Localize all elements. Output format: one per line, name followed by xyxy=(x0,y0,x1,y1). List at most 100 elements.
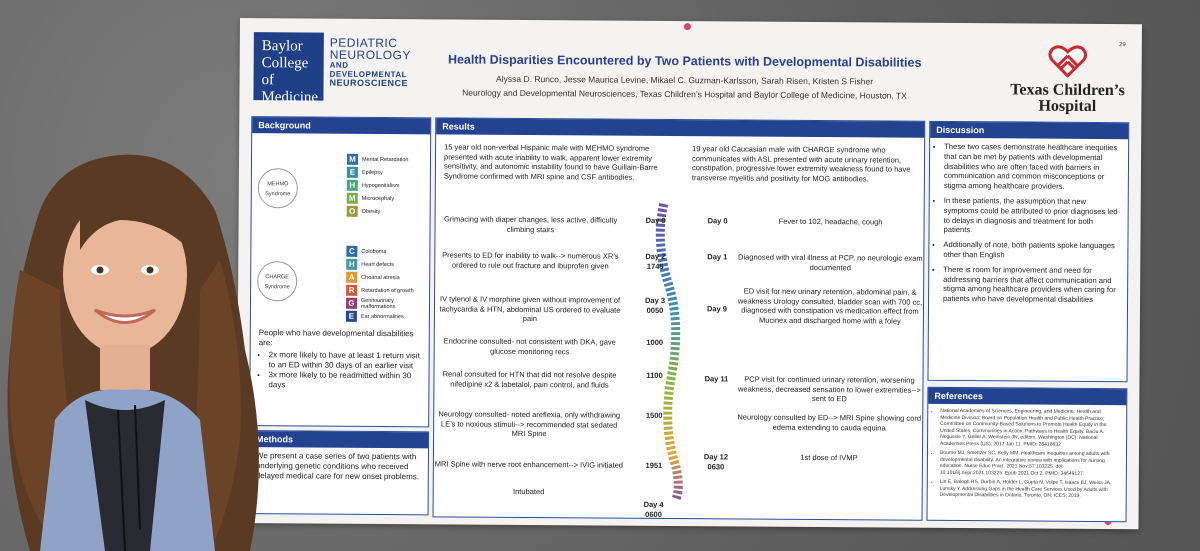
methods-panel: Methods We present a case series of two … xyxy=(248,430,430,516)
case2-day: Day 11 xyxy=(704,374,729,384)
mnemonic-row: A Choanal atresia xyxy=(346,271,429,284)
mnemonic-row: M Mental Retardation xyxy=(346,153,409,165)
tch-heart-icon xyxy=(1048,45,1088,78)
case1-event: Grimacing with diaper changes, less acti… xyxy=(443,214,618,234)
mnemonic-letter: E xyxy=(346,166,358,178)
case1-day: 1951 xyxy=(645,460,663,470)
case1-day: 1500 xyxy=(645,410,663,420)
case1-day: 1100 xyxy=(646,370,663,380)
mnemonic-row: H Hypogenitalism xyxy=(346,179,409,191)
mnemonic-word: Coloboma xyxy=(361,248,387,255)
panel-heading: Results xyxy=(436,118,925,138)
mnemonic-row: M Microcephaly xyxy=(346,192,409,204)
poster-title: Health Disparities Encountered by Two Pa… xyxy=(447,52,922,70)
case2-event: Diagnosed with viral illness at PCP, no … xyxy=(738,252,923,272)
mnemonic-row: R Retardation of growth xyxy=(346,284,429,297)
list-item: In these patients, the assumption that n… xyxy=(944,196,1122,236)
panel-heading: Discussion xyxy=(930,121,1129,140)
case2-event: ED visit for new urinary retention, abdo… xyxy=(737,286,923,326)
mnemonic-letter: O xyxy=(346,205,358,217)
mnemonic-row: H Heart defects xyxy=(346,258,429,271)
list-item: 2x more likely to have at least 1 return… xyxy=(269,350,423,371)
mnemonic-word: Hypogenitalism xyxy=(361,182,400,189)
case1-summary: 15 year old non-verbal Hispanic male wit… xyxy=(443,142,658,182)
mehmo-mnemonic: M Mental Retardation E Epilepsy H Hypogenital… xyxy=(346,153,409,217)
list-item: These two cases demonstrate healthcare i… xyxy=(944,142,1122,192)
panel-heading: Methods xyxy=(250,431,429,449)
case1-day: 1000 xyxy=(646,337,664,347)
list-item: There is room for improvement and need f… xyxy=(943,265,1121,305)
bcm-logo-line: Baylor xyxy=(261,38,303,55)
mnemonic-letter: G xyxy=(345,297,357,309)
case2-day: Day 0 xyxy=(707,216,728,226)
mnemonic-row: C Coloboma xyxy=(346,245,429,258)
mnemonic-letter: C xyxy=(346,245,358,257)
department-line: NEUROSCIENCE xyxy=(329,77,409,89)
mnemonic-word: Ear abnormalities xyxy=(360,313,404,320)
case2-summary: 19 year old Caucasian male with CHARGE s… xyxy=(691,144,911,183)
case2-event: Neurology consulted by ED--> MRI Spine s… xyxy=(737,412,922,433)
list-item: Bourne MJ, Smeltzer SC, Kelly MM. Health… xyxy=(940,450,1120,477)
mnemonic-row: O Obesity xyxy=(346,205,409,217)
mnemonic-word: Genitourinary malformations xyxy=(360,297,396,310)
case1-event: Endocrine consulted- not consistent with… xyxy=(443,336,616,356)
discussion-panel: Discussion These two cases demonstrate h… xyxy=(927,120,1130,383)
mnemonic-word: Choanal atresia xyxy=(361,274,400,281)
presenter-photo xyxy=(7,154,259,551)
department-line: NEUROLOGY xyxy=(329,47,411,63)
poster-number: 29 xyxy=(1119,42,1126,49)
mnemonic-word: Epilepsy xyxy=(361,169,383,176)
case2-event: 1st dose of IVMP xyxy=(800,452,858,463)
poster-affiliation: Neurology and Developmental Neuroscience… xyxy=(462,87,907,101)
case1-event: Renal consulted for HTN that did not res… xyxy=(442,369,617,390)
case1-day: Day 3 0050 xyxy=(644,295,666,315)
background-list: 2x more likely to have at least 1 return… xyxy=(250,350,422,391)
mnemonic-letter: R xyxy=(346,284,358,296)
panel-heading: Background xyxy=(252,117,431,135)
case1-event: Neurology consulted- noted areflexia, on… xyxy=(438,409,621,439)
mnemonic-letter: H xyxy=(346,179,358,191)
mnemonic-word: Mental Retardation xyxy=(361,156,409,163)
background-intro: People who have developmental disabiliti… xyxy=(258,328,414,348)
mnemonic-row: E Epilepsy xyxy=(346,166,409,178)
results-panel: Results 15 year old non-verbal Hispanic … xyxy=(432,117,926,521)
mnemonic-word: Retardation of growth xyxy=(361,287,414,294)
mnemonic-word: Heart defects xyxy=(361,261,395,268)
case1-day: Day 4 0600 xyxy=(643,499,664,519)
case2-day: Day 1 xyxy=(707,252,728,262)
timeline: Grimacing with diaper changes, less acti… xyxy=(434,214,924,519)
case1-event: Presents to ED for inability to walk--> … xyxy=(442,250,619,271)
bcm-logo-line: Medicine xyxy=(261,89,319,106)
mnemonic-letter: M xyxy=(346,153,359,165)
mnemonic-row: E Ear abnormalities xyxy=(345,310,429,323)
mnemonic-word: Microcephaly xyxy=(361,195,395,202)
poster-authors: Alyssa D. Runco, Jesse Maurica Levine, M… xyxy=(496,73,874,87)
mnemonic-letter: E xyxy=(345,310,357,322)
mnemonic-letter: M xyxy=(346,192,358,204)
bcm-logo-line: College of xyxy=(261,55,309,89)
bcm-logo: Baylor College of Medicine xyxy=(253,32,324,106)
tch-logo: Texas Children’s Hospital xyxy=(1007,41,1128,115)
charge-mnemonic: C Coloboma H Heart defects A Choanal atresia R… xyxy=(345,245,430,323)
list-item: Additionally of note, both patients spok… xyxy=(943,240,1121,261)
references-panel: References National Academies of Science… xyxy=(926,386,1128,523)
background-panel: Background MEHMO Syndrome M Mental Retard… xyxy=(249,116,432,428)
case2-day: Day 12 0630 xyxy=(703,452,729,471)
discussion-list: These two cases demonstrate healthcare i… xyxy=(929,142,1122,305)
mnemonic-row: G Genitourinary malformations xyxy=(345,297,429,310)
case2-event: Fever to 102, headache, cough xyxy=(778,216,883,227)
mnemonic-letter: A xyxy=(346,271,358,283)
methods-text: We present a case series of two patients… xyxy=(255,451,420,482)
tch-name-line: Hospital xyxy=(1038,97,1097,115)
list-item: 3x more likely to be readmitted within 3… xyxy=(268,370,422,391)
list-item: National Academies of Sciences, Engineer… xyxy=(940,408,1120,448)
panel-heading: References xyxy=(928,387,1127,406)
mnemonic-letter: H xyxy=(346,258,358,270)
syndrome-diagrams: MEHMO Syndrome M Mental Retardation E Epile… xyxy=(251,133,430,329)
case1-event: IV tylenol & IV morphine given without i… xyxy=(439,294,621,324)
tch-name-line: Texas Children’s xyxy=(1010,81,1125,100)
case1-day: Day 2 1745 xyxy=(645,251,666,271)
department-name: PEDIATRIC NEUROLOGY AND DEVELOPMENTAL NE… xyxy=(329,36,411,89)
case1-day: Day 0 xyxy=(645,215,666,225)
list-item: Lin E, Balogh RS, Durbin A, Holder L, Gu… xyxy=(940,479,1120,500)
